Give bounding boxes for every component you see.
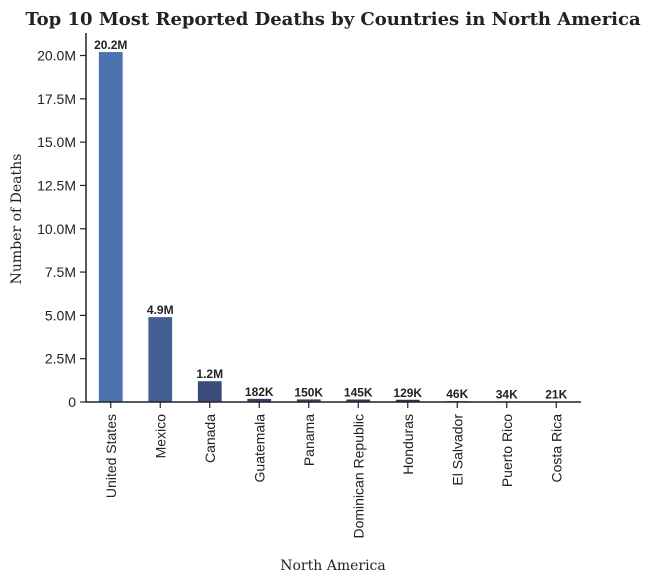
y-axis: 0 2.5M 5.0M 7.5M 10.0M 12.5M 15.0M 17.5M 20.0M <box>37 48 86 410</box>
x-tick-label: Costa Rica <box>548 414 564 483</box>
bar <box>346 399 371 402</box>
x-tick-label: United States <box>103 414 119 498</box>
data-label: 1.2M <box>196 367 223 381</box>
y-tick-label: 20.0M <box>37 48 76 64</box>
data-label: 182K <box>245 385 274 399</box>
x-tick-label: Honduras <box>400 414 416 475</box>
y-tick-label: 12.5M <box>37 177 76 193</box>
x-axis: United States Mexico Canada Guatemala Panama… <box>103 402 564 539</box>
x-tick-label: Mexico <box>152 414 168 459</box>
y-axis-title: Number of Deaths <box>9 154 25 285</box>
y-tick-label: 10.0M <box>37 221 76 237</box>
data-label: 4.9M <box>147 303 174 317</box>
y-tick-label: 17.5M <box>37 91 76 107</box>
data-label: 21K <box>545 388 567 402</box>
x-tick-label: Panama <box>301 414 317 466</box>
bar <box>98 52 123 403</box>
x-tick-label: El Salvador <box>449 414 465 486</box>
x-tick-label: Canada <box>202 414 218 463</box>
bar <box>148 317 173 402</box>
bar <box>395 399 420 402</box>
y-tick-label: 7.5M <box>45 264 76 280</box>
y-tick-label: 0 <box>68 394 76 410</box>
data-label: 20.2M <box>94 38 127 52</box>
x-tick-label: Guatemala <box>251 414 267 483</box>
data-label: 34K <box>496 387 518 401</box>
y-tick-label: 15.0M <box>37 134 76 150</box>
x-axis-title: North America <box>280 558 386 574</box>
data-label: 145K <box>344 385 373 399</box>
bar <box>197 381 222 402</box>
chart-title: Top 10 Most Reported Deaths by Countries… <box>25 9 641 30</box>
y-tick-label: 2.5M <box>45 351 76 367</box>
x-tick-label: Puerto Rico <box>499 414 515 487</box>
bar <box>296 399 321 402</box>
data-label: 46K <box>446 387 468 401</box>
bar <box>247 398 272 402</box>
y-tick-label: 5.0M <box>45 307 76 323</box>
data-label: 150K <box>294 385 323 399</box>
data-label: 129K <box>393 386 422 400</box>
x-tick-label: Dominican Republic <box>350 414 366 539</box>
bars: 20.2M 4.9M 1.2M 182K 150K 145K 129K 46K 34K 21K <box>94 38 569 403</box>
